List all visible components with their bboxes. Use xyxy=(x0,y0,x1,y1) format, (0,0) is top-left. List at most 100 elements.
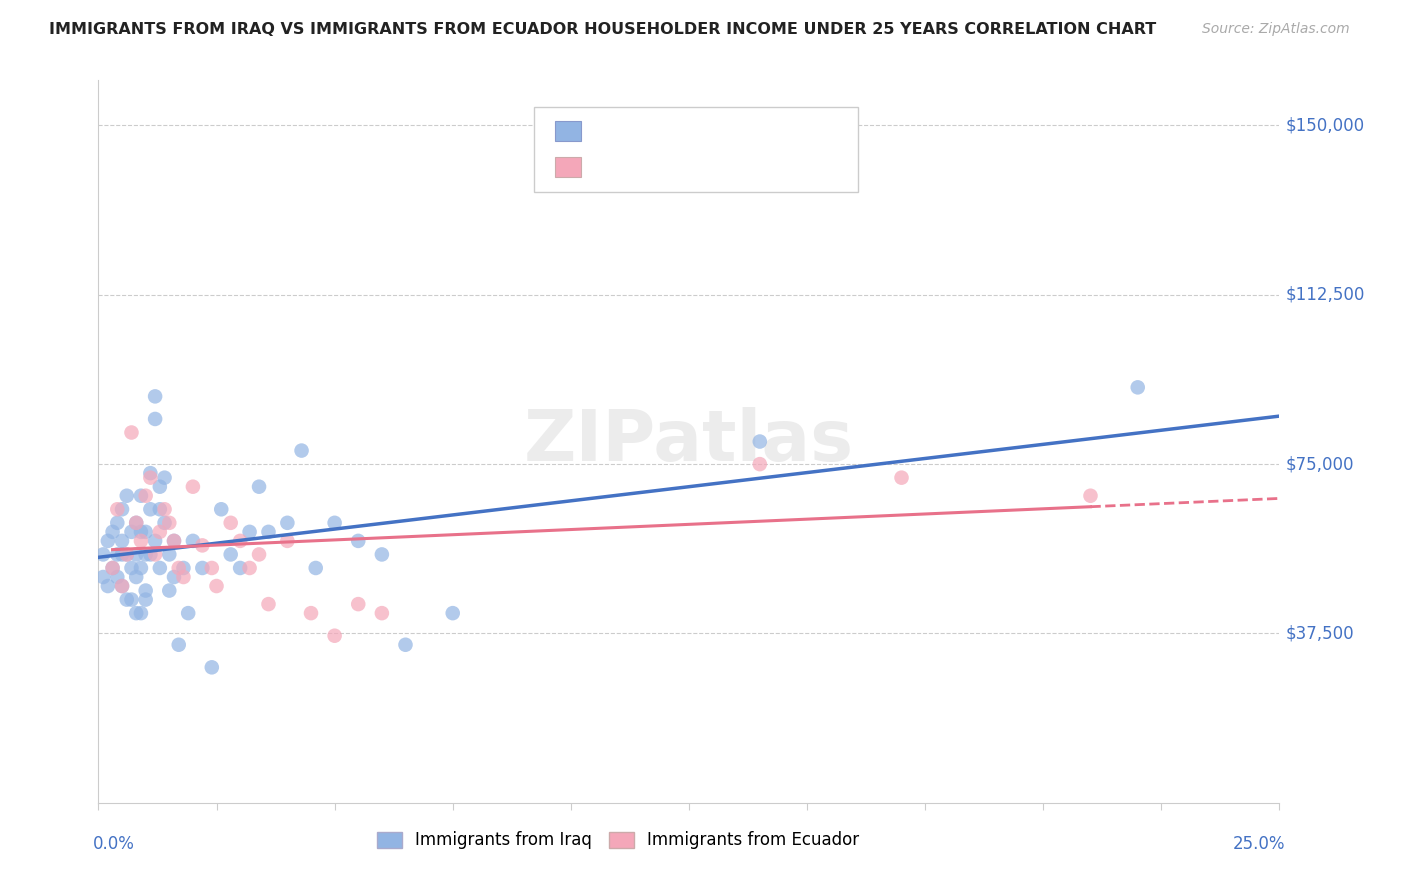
Point xyxy=(299,606,322,620)
Point xyxy=(121,425,143,440)
Point xyxy=(125,606,148,620)
Point xyxy=(276,533,298,548)
Point xyxy=(181,533,204,548)
Point xyxy=(890,470,912,484)
Point xyxy=(125,516,148,530)
Point xyxy=(371,548,394,562)
Point xyxy=(1126,380,1149,394)
Text: $75,000: $75,000 xyxy=(1285,455,1354,473)
Point xyxy=(149,561,172,575)
Point xyxy=(111,548,134,562)
Point xyxy=(149,524,172,539)
Point xyxy=(347,533,370,548)
Text: R =: R = xyxy=(595,122,631,140)
Point xyxy=(153,516,176,530)
Point xyxy=(1080,489,1102,503)
Point xyxy=(101,561,124,575)
Point xyxy=(105,570,128,584)
Point xyxy=(135,583,157,598)
Point xyxy=(247,480,270,494)
Text: N =: N = xyxy=(711,122,759,140)
Point xyxy=(167,638,190,652)
Point xyxy=(201,561,224,575)
Text: 0.115: 0.115 xyxy=(641,158,693,176)
Text: 33: 33 xyxy=(759,158,783,176)
Point xyxy=(149,502,172,516)
Point xyxy=(371,606,394,620)
Point xyxy=(257,524,280,539)
Point xyxy=(101,561,124,575)
Point xyxy=(97,533,120,548)
Point xyxy=(441,606,464,620)
Point xyxy=(219,548,242,562)
Point xyxy=(191,561,214,575)
Point xyxy=(153,470,176,484)
Point xyxy=(239,524,262,539)
Point xyxy=(143,412,166,426)
Point xyxy=(143,389,166,403)
Point xyxy=(394,638,416,652)
Text: Source: ZipAtlas.com: Source: ZipAtlas.com xyxy=(1202,22,1350,37)
Point xyxy=(347,597,370,611)
Point xyxy=(172,570,194,584)
Point xyxy=(139,502,162,516)
Point xyxy=(135,524,157,539)
Point xyxy=(305,561,328,575)
Point xyxy=(276,516,298,530)
Point xyxy=(229,561,252,575)
Point xyxy=(111,579,134,593)
Text: $150,000: $150,000 xyxy=(1285,117,1364,135)
Point xyxy=(139,466,162,480)
Point xyxy=(143,533,166,548)
Text: 0.319: 0.319 xyxy=(641,122,693,140)
Point xyxy=(163,533,186,548)
Point xyxy=(129,606,152,620)
Point xyxy=(172,561,194,575)
Point xyxy=(157,583,180,598)
Point xyxy=(139,470,162,484)
Point xyxy=(157,516,180,530)
Point xyxy=(290,443,312,458)
Point xyxy=(91,548,114,562)
Point xyxy=(115,548,138,562)
Point xyxy=(219,516,242,530)
Point xyxy=(163,533,186,548)
Text: 25.0%: 25.0% xyxy=(1233,835,1285,854)
Point xyxy=(105,548,128,562)
Point xyxy=(229,533,252,548)
Point xyxy=(201,660,224,674)
Point xyxy=(105,502,128,516)
Point xyxy=(177,606,200,620)
Point xyxy=(167,561,190,575)
Point xyxy=(135,548,157,562)
Point xyxy=(163,570,186,584)
Text: 0.0%: 0.0% xyxy=(93,835,135,854)
Point xyxy=(97,579,120,593)
Point xyxy=(129,561,152,575)
Text: $112,500: $112,500 xyxy=(1285,285,1365,304)
Point xyxy=(125,516,148,530)
Point xyxy=(129,524,152,539)
Point xyxy=(111,502,134,516)
Point xyxy=(143,548,166,562)
Point xyxy=(149,480,172,494)
Point xyxy=(239,561,262,575)
Point xyxy=(153,502,176,516)
Point xyxy=(129,533,152,548)
Point xyxy=(121,524,143,539)
Point xyxy=(111,533,134,548)
Point xyxy=(105,516,128,530)
Point xyxy=(115,489,138,503)
Point xyxy=(125,570,148,584)
Point xyxy=(748,434,770,449)
Text: IMMIGRANTS FROM IRAQ VS IMMIGRANTS FROM ECUADOR HOUSEHOLDER INCOME UNDER 25 YEAR: IMMIGRANTS FROM IRAQ VS IMMIGRANTS FROM … xyxy=(49,22,1157,37)
Point xyxy=(257,597,280,611)
Point xyxy=(111,579,134,593)
Point xyxy=(125,548,148,562)
Point xyxy=(135,489,157,503)
Text: ZIPatlas: ZIPatlas xyxy=(524,407,853,476)
Point xyxy=(121,592,143,607)
Legend: Immigrants from Iraq, Immigrants from Ecuador: Immigrants from Iraq, Immigrants from Ec… xyxy=(370,824,866,856)
Text: R =: R = xyxy=(595,158,631,176)
Point xyxy=(191,538,214,552)
